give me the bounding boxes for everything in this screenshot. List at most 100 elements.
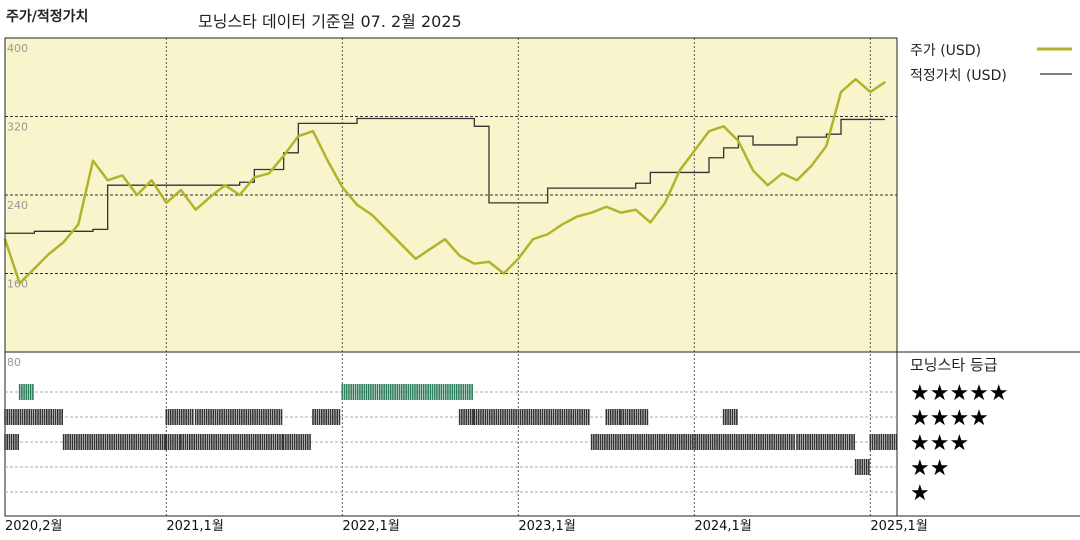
rating-segment: [722, 434, 795, 450]
price-point: [708, 130, 710, 133]
price-point: [546, 233, 549, 236]
price-point: [664, 202, 666, 204]
rating-segment: [869, 434, 898, 450]
y-tick-label: 320: [7, 121, 28, 134]
rating-level-label: ★★★★: [910, 406, 989, 431]
rating-segment: [4, 409, 64, 425]
price-point: [18, 282, 21, 285]
fair-value-series-line: [5, 117, 885, 234]
rating-segment: [18, 384, 34, 400]
plot-frame: [4, 37, 898, 517]
price-point: [473, 262, 476, 265]
price-point: [150, 179, 153, 182]
price-point: [840, 91, 842, 93]
price-point: [180, 189, 182, 191]
price-point: [722, 125, 725, 128]
rating-level-label: ★★★: [910, 431, 969, 456]
price-point: [62, 241, 65, 243]
rating-segment: [854, 459, 870, 475]
legend-price-label: 주가 (USD): [910, 43, 981, 59]
x-tick-label: 2021,1월: [166, 519, 223, 534]
rating-level-label: ★★: [910, 456, 949, 481]
price-point: [752, 169, 754, 172]
price-point: [502, 272, 505, 275]
rating-segment: [796, 434, 856, 450]
rating-segment: [341, 384, 473, 400]
price-point: [576, 215, 578, 218]
price-point: [825, 145, 828, 147]
price-point: [444, 238, 446, 240]
price-point: [400, 243, 402, 245]
rating-level-label: ★: [910, 481, 930, 506]
y-tick-label: 400: [7, 42, 28, 55]
rating-panel-title: 모닝스타 등급: [910, 356, 998, 374]
rating-segment: [62, 434, 166, 450]
price-point: [884, 81, 886, 83]
rating-segment: [165, 409, 194, 425]
x-tick-label: 2020,2월: [5, 519, 62, 534]
price-point: [854, 78, 857, 81]
price-point: [605, 205, 608, 208]
rating-segment: [634, 434, 723, 450]
price-point: [224, 184, 226, 186]
price-point: [136, 194, 138, 196]
price-point: [253, 176, 256, 179]
x-tick-label: 2022,1월: [342, 519, 399, 534]
rating-segment: [473, 409, 590, 425]
price-point: [869, 91, 872, 93]
price-point: [341, 186, 344, 188]
rating-segment: [194, 409, 283, 425]
price-point: [356, 204, 358, 206]
y-tick-label: 240: [7, 199, 28, 212]
price-point: [238, 194, 241, 196]
price-point: [326, 159, 329, 162]
rating-segment: [165, 434, 181, 450]
price-point: [297, 135, 300, 137]
legend: 주가 (USD) 적정가치 (USD) 모닝스타 등급: [910, 43, 1072, 374]
x-tick-label: 2025,1월: [870, 519, 927, 534]
price-point: [106, 179, 109, 182]
price-point: [458, 255, 461, 257]
price-point: [488, 260, 490, 263]
price-point: [693, 150, 696, 152]
price-point: [737, 140, 740, 142]
x-axis: 2020,2월 2021,1월 2022,1월 2023,1월 2024,1월 2025,…: [5, 519, 928, 534]
price-point: [194, 208, 197, 211]
rating-segment: [722, 409, 738, 425]
price-point: [48, 253, 50, 255]
rating-panel: ★★★★★★★★★★★★★★★: [4, 381, 1009, 506]
rating-segment: [282, 434, 311, 450]
price-point: [532, 238, 534, 240]
price-point: [781, 172, 784, 175]
rating-segment: [590, 434, 635, 450]
chart-title: 주가/적정가치: [6, 8, 88, 25]
price-point: [649, 221, 652, 224]
price-point: [77, 223, 80, 226]
rating-level-label: ★★★★★: [910, 381, 1009, 406]
rating-segment: [620, 409, 649, 425]
rating-segment: [4, 434, 20, 450]
price-point: [121, 174, 124, 177]
price-point: [634, 208, 637, 211]
chart-subtitle: 모닝스타 데이터 기준일 07. 2월 2025: [198, 12, 462, 31]
y-tick-label: 80: [7, 356, 21, 369]
price-point: [282, 154, 285, 157]
price-point: [414, 257, 417, 260]
x-tick-label: 2024,1월: [694, 519, 751, 534]
price-point: [92, 159, 94, 162]
price-point: [590, 211, 593, 214]
price-point: [810, 164, 813, 167]
price-point: [385, 228, 388, 231]
legend-fair-value-label: 적정가치 (USD): [910, 68, 1007, 84]
rating-segment: [312, 409, 341, 425]
price-point: [561, 223, 564, 226]
price-point: [312, 130, 314, 133]
price-point: [517, 257, 520, 260]
price-point: [429, 248, 432, 250]
rating-segment: [458, 409, 474, 425]
price-point: [209, 196, 212, 198]
price-point: [33, 267, 36, 270]
price-point: [620, 211, 622, 214]
